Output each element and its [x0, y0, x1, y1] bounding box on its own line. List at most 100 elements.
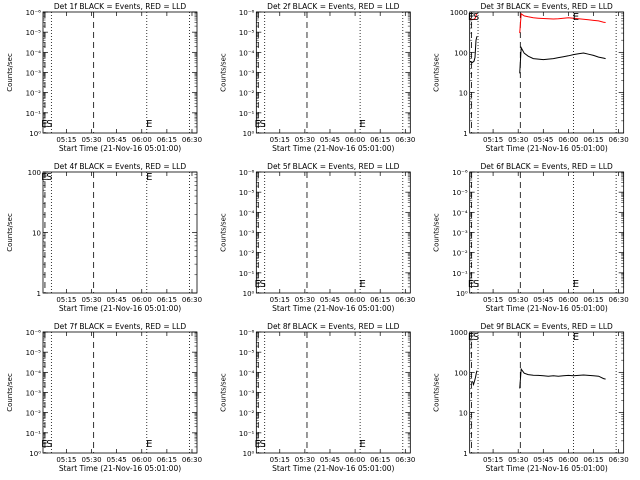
x-tick-label: 05:45 [533, 136, 553, 144]
annotation-label: S [260, 439, 266, 450]
x-tick-label: 05:45 [320, 136, 340, 144]
y-tick-label: 10⁻⁵ [239, 189, 255, 197]
annotation-label: S [473, 332, 479, 343]
y-axis-label: Counts/sec [219, 213, 227, 252]
annotation-label: E [146, 172, 152, 183]
panel-title: Det 9f BLACK = Events, RED = LLD [481, 322, 614, 331]
annotation-label: S [46, 172, 52, 183]
y-tick-label: 1 [37, 290, 41, 298]
x-tick-label: 06:15 [583, 296, 603, 304]
x-tick-label: 06:15 [157, 456, 177, 464]
annotation-label: E [468, 279, 474, 290]
y-tick-label: 100 [28, 169, 41, 177]
y-tick-label: 10 [32, 230, 41, 238]
y-tick-label: 10⁻⁶ [26, 329, 42, 337]
x-tick-label: 05:30 [295, 456, 315, 464]
y-tick-label: 10⁻⁶ [26, 9, 42, 17]
x-tick-label: 06:00 [132, 296, 152, 304]
x-tick-label: 06:30 [609, 296, 629, 304]
annotation-label: E [41, 439, 47, 450]
annotation-label: E [468, 12, 474, 23]
series-line [469, 13, 477, 20]
y-tick-label: 10⁰ [243, 290, 255, 298]
x-tick-label: 05:15 [483, 296, 503, 304]
x-tick-label: 06:30 [609, 456, 629, 464]
plot-frame [469, 171, 625, 294]
plot-frame [469, 331, 625, 454]
annotation-label: E [146, 119, 152, 130]
y-tick-label: 10⁰ [29, 130, 41, 138]
x-tick-label: 05:15 [270, 456, 290, 464]
x-tick-label: 06:30 [395, 296, 415, 304]
y-tick-label: 10⁻⁶ [239, 9, 255, 17]
panel-title: Det 7f BLACK = Events, RED = LLD [54, 322, 187, 331]
panel-title: Det 6f BLACK = Events, RED = LLD [481, 162, 614, 171]
y-tick-label: 100 [454, 49, 467, 57]
plot-frame [42, 11, 198, 134]
panel-title: Det 2f BLACK = Events, RED = LLD [267, 2, 400, 11]
y-axis-label: Counts/sec [433, 53, 441, 92]
x-tick-label: 06:30 [182, 456, 202, 464]
x-axis-label: Start Time (21-Nov-16 05:01:00) [486, 144, 608, 153]
x-tick-label: 05:45 [107, 296, 127, 304]
y-axis-label: Counts/sec [433, 213, 441, 252]
annotation-label: E [146, 439, 152, 450]
y-tick-label: 10⁻² [26, 410, 42, 418]
annotation-label: E [573, 279, 579, 290]
y-tick-label: 10⁻¹ [26, 430, 42, 438]
y-tick-label: 10⁻⁵ [452, 189, 468, 197]
y-tick-label: 100 [454, 369, 467, 377]
x-axis-label: Start Time (21-Nov-16 05:01:00) [486, 304, 608, 313]
panel-title: Det 8f BLACK = Events, RED = LLD [267, 322, 400, 331]
y-tick-label: 10⁰ [29, 450, 41, 458]
annotation-label: E [359, 279, 365, 290]
plot-frame [42, 171, 198, 294]
y-tick-label: 10⁻¹ [452, 270, 468, 278]
x-tick-label: 06:00 [345, 296, 365, 304]
y-tick-label: 10⁻⁶ [239, 329, 255, 337]
annotation-label: E [573, 12, 579, 23]
y-tick-label: 10⁰ [243, 450, 255, 458]
y-tick-label: 10⁻⁶ [239, 169, 255, 177]
x-tick-label: 05:30 [81, 456, 101, 464]
plot-frame [469, 11, 625, 134]
panel-title: Det 1f BLACK = Events, RED = LLD [54, 2, 187, 11]
annotation-label: S [473, 12, 479, 23]
y-tick-label: 10⁰ [243, 130, 255, 138]
x-tick-label: 05:15 [56, 136, 76, 144]
x-tick-label: 06:00 [345, 456, 365, 464]
annotation-label: E [468, 332, 474, 343]
x-tick-label: 05:15 [270, 136, 290, 144]
y-tick-label: 10⁻² [239, 90, 255, 98]
series-line [519, 367, 606, 389]
y-tick-label: 10⁻¹ [26, 110, 42, 118]
y-tick-label: 10⁻³ [239, 230, 255, 238]
x-axis-label: Start Time (21-Nov-16 05:01:00) [59, 464, 181, 473]
y-tick-label: 1 [463, 130, 467, 138]
annotation-label: E [255, 119, 261, 130]
series-line [519, 45, 606, 74]
plot-frame [42, 331, 198, 454]
y-tick-label: 10⁻⁵ [26, 349, 42, 357]
x-tick-label: 05:30 [81, 136, 101, 144]
plot-frame [255, 171, 411, 294]
x-tick-label: 05:15 [483, 456, 503, 464]
y-tick-label: 10⁻⁵ [239, 29, 255, 37]
x-axis-label: Start Time (21-Nov-16 05:01:00) [59, 144, 181, 153]
x-tick-label: 06:00 [558, 296, 578, 304]
annotation-label: S [260, 279, 266, 290]
annotation-label: S [473, 279, 479, 290]
y-axis-label: Counts/sec [433, 373, 441, 412]
x-tick-label: 06:30 [395, 456, 415, 464]
y-axis-label: Counts/sec [6, 213, 14, 252]
x-tick-label: 06:15 [157, 296, 177, 304]
series-line [472, 370, 478, 387]
y-tick-label: 10⁻⁵ [239, 349, 255, 357]
x-tick-label: 06:00 [132, 456, 152, 464]
y-tick-label: 10 [459, 90, 468, 98]
